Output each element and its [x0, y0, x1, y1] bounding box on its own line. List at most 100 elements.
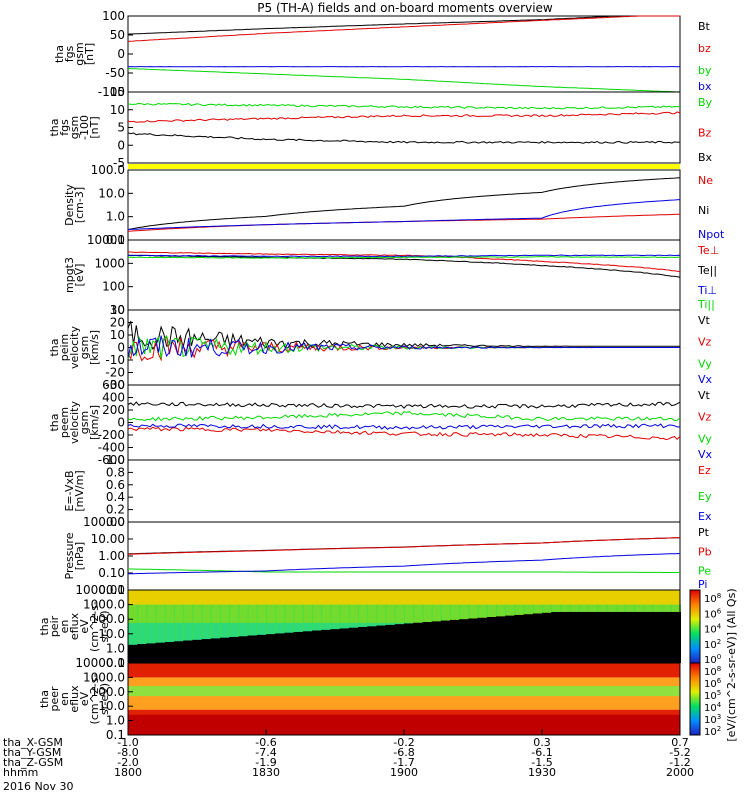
spectrogram-ion-cell	[615, 604, 626, 612]
colorbar-tick-base: 10	[704, 609, 717, 620]
colorbar-tick-exp: 8	[717, 592, 721, 600]
spectrogram-ion-cell	[578, 611, 589, 663]
colorbar-tick-base: 10	[704, 679, 717, 690]
y-tick-label: 10.00	[91, 532, 125, 546]
row-value: 0.7	[671, 736, 689, 749]
y-tick-label: 1.00	[98, 549, 125, 563]
row-label-0: tha_X-GSM	[3, 736, 63, 749]
row-value: 1930	[528, 766, 556, 779]
panel-frame	[127, 91, 681, 164]
panel-frame	[127, 459, 681, 523]
series-Ni	[127, 177, 681, 231]
colorbar-tick-base: 10	[704, 691, 717, 702]
legend-Vz: Vz	[698, 336, 712, 349]
spectrogram-ion-cell	[551, 612, 562, 663]
y-axis-label: Pressure[nPa]	[63, 532, 86, 579]
spectrogram-ion-cell	[210, 604, 221, 639]
row-value: -7.4	[255, 746, 276, 759]
spectrogram-ion-cell	[468, 618, 479, 663]
colorbar-tick-base: 10	[704, 703, 717, 714]
y-axis-label-line: Pressure	[63, 532, 76, 579]
spectrogram-ion-cell	[532, 613, 543, 663]
series-by	[127, 67, 681, 93]
row-value: -1.2	[669, 756, 690, 769]
y-tick-label: 1.0	[106, 453, 125, 467]
spectrogram-ion-cell	[155, 604, 166, 643]
series-Pi	[127, 553, 681, 575]
spectrogram-ion-cell	[477, 617, 488, 663]
spectrogram-ion-cell	[413, 622, 424, 663]
series-Te	[127, 254, 681, 278]
row-value: -6.8	[393, 746, 414, 759]
y-tick-label: 1.0	[106, 714, 125, 728]
spectrogram-ion-cell	[339, 604, 350, 629]
spectrogram-ion-cell	[164, 641, 175, 663]
spectrogram-ion-cell	[348, 604, 359, 628]
colorbar-tick-label: 104	[704, 623, 722, 636]
colorbar-tick-label: 106	[704, 677, 722, 690]
spectrogram-ion-cell	[505, 604, 516, 616]
series-Bx	[127, 132, 681, 144]
colorbar-tick-label: 102	[704, 725, 721, 738]
row-value: -2.0	[117, 756, 138, 769]
y-tick-label: 100.00	[83, 515, 125, 529]
colorbar-tick-label: 108	[704, 592, 721, 605]
spectrogram-ion-cell	[256, 604, 267, 635]
spectrogram-ion-cell	[440, 620, 451, 663]
legend-Pt: Pt	[698, 526, 710, 539]
series-Pb	[127, 537, 681, 555]
spectrogram-ion-cell	[459, 604, 470, 620]
spectrogram-ion-cell	[302, 631, 313, 663]
series-Vy	[127, 411, 681, 422]
y-tick-label: 1.0	[106, 210, 125, 224]
y-axis-label-line: Density	[63, 184, 76, 226]
y-axis-label-line: peem	[58, 407, 71, 438]
legend-Npot: Npot	[698, 228, 725, 241]
series-By	[127, 102, 681, 110]
y-axis-label: mpgt3[eV]	[63, 257, 86, 293]
spectrogram-ion-cell	[220, 637, 231, 663]
colorbar-tick-base: 10	[704, 667, 717, 678]
y-tick-label: 10000.0	[75, 583, 125, 597]
spectrogram-ion-cell	[183, 640, 194, 663]
colorbar-tick-label: 106	[704, 607, 722, 620]
spectrogram-electron-peak	[128, 686, 680, 697]
spectrogram-ion-cell	[514, 604, 525, 615]
spectrogram-ion-cell	[551, 604, 562, 613]
legend-Bx: Bx	[698, 151, 713, 164]
y-tick-label: 0.1	[106, 233, 125, 247]
spectrogram-ion-cell	[330, 629, 341, 663]
series-Bt	[127, 15, 680, 35]
spectrogram-ion-cell	[174, 604, 185, 642]
spectrogram-ion-cell	[201, 604, 212, 640]
colorbar-tick-exp: 8	[717, 665, 721, 673]
legend-Ne: Ne	[698, 174, 713, 187]
colorbar-tick-label: 108	[704, 665, 721, 678]
y-tick-label: 0	[117, 416, 125, 430]
y-tick-label: -30	[105, 378, 125, 392]
spectrogram-ion-cell	[523, 604, 534, 615]
spectrogram-ion-cell	[339, 628, 350, 663]
y-axis-label-line: gsm	[78, 336, 91, 359]
colorbar-tick-base: 10	[704, 594, 717, 605]
spectrogram-ion-cell	[192, 604, 203, 640]
y-tick-label: 0.4	[106, 490, 125, 504]
y-tick-label: 0.1	[106, 656, 125, 670]
legend-Te⊥: Te⊥	[697, 244, 719, 257]
y-axis-label-line: peer	[48, 686, 61, 712]
series-bz	[127, 15, 680, 42]
y-axis-label-line: (cm^2-s-	[88, 601, 101, 652]
row-label-2: tha_Z-GSM	[3, 756, 63, 769]
spectrogram-ion-cell	[486, 616, 497, 663]
y-axis-label-line: [nT]	[83, 43, 96, 65]
row-value: -0.6	[255, 736, 276, 749]
y-tick-label: 10	[110, 103, 125, 117]
y-tick-label: 10000.0	[75, 656, 125, 670]
y-tick-label: 0.0	[106, 515, 125, 529]
colorbar-tick-base: 10	[704, 625, 717, 636]
spectrogram-ion-cell	[670, 604, 681, 612]
panel-8: 10000.01000.0100.010.01.00.1thapeirenefl…	[38, 583, 681, 670]
spectrogram-ion-cell	[220, 604, 231, 638]
y-axis-label-line: [cm-3]	[73, 187, 86, 223]
